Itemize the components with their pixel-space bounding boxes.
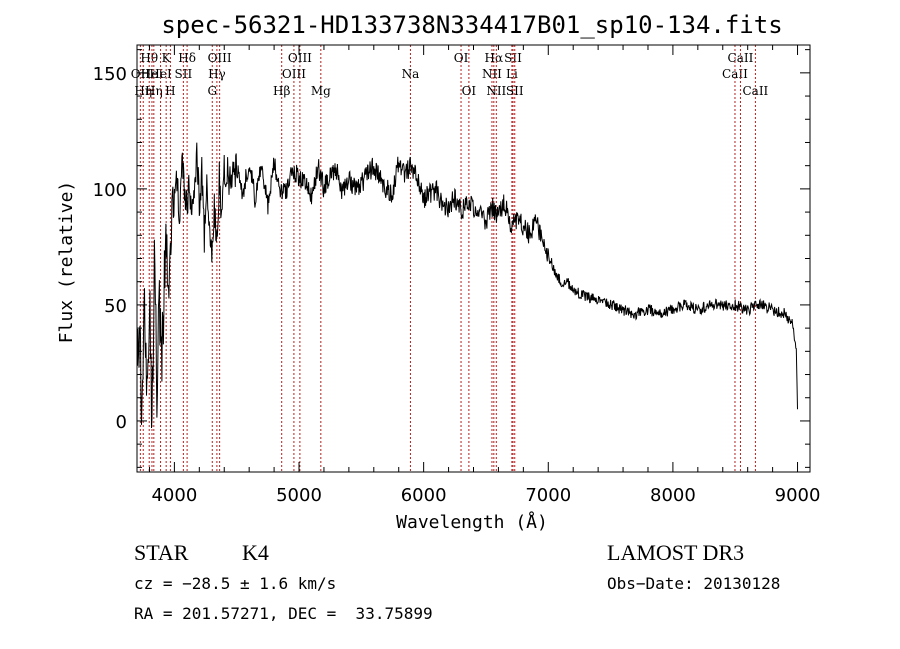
flux-line [136, 142, 798, 429]
spectral-line-label: HeI [141, 67, 164, 81]
x-tick-label: 5000 [276, 485, 322, 506]
spectral-line-label: Hη [134, 84, 152, 98]
y-tick-label: 100 [93, 180, 127, 201]
y-tick-label: 0 [116, 412, 127, 433]
spectral-line-label: SII [506, 84, 524, 98]
axis-ticks: 4000 5000 6000 7000 8000 9000 0 50 100 150 [93, 45, 821, 506]
spectral-line-label: Hθ [140, 51, 158, 65]
spectral-line-label: OI [462, 84, 477, 98]
spectral-line-label: SII [504, 51, 522, 65]
spectral-line-label: CaII [742, 84, 768, 98]
spectral-line-label: Hα [485, 51, 504, 65]
x-tick-label: 6000 [401, 485, 447, 506]
spectral-line-label: Na [402, 67, 420, 81]
spectral-line-label: NII [482, 67, 502, 81]
spectral-line-label: OII [131, 67, 151, 81]
spectral-line-label: K [162, 51, 172, 65]
flux-series [136, 142, 798, 429]
plot-frame [136, 44, 811, 473]
y-axis-label: Flux (relative) [56, 181, 77, 344]
x-tick-label: 8000 [650, 485, 696, 506]
spectral-line-label: Hβ [273, 84, 290, 98]
y-tick-label: 150 [93, 64, 127, 85]
spectral-line-label: OI [454, 51, 469, 65]
spectral-line-label: OIII [208, 51, 232, 65]
x-axis-label: Wavelength (Å) [396, 511, 548, 533]
x-tick-label: 4000 [151, 485, 197, 506]
spectral-line-label: SII [175, 67, 193, 81]
spectral-line-label: CaII [722, 67, 748, 81]
spectral-line-label: CaII [728, 51, 754, 65]
object-class: STAR [134, 540, 189, 565]
survey-name: LAMOST DR3 [607, 540, 745, 565]
spectral-line-label: G [207, 84, 217, 98]
x-tick-label: 9000 [775, 485, 821, 506]
spectral-line-label: Hη [145, 84, 163, 98]
spectral-line-label: Hδ [178, 51, 196, 65]
spectral-line-label: OIII [282, 67, 306, 81]
spectral-line-label: HeI [149, 67, 172, 81]
chart-title: spec-56321-HD133738N334417B01_sp10-134.f… [161, 11, 782, 39]
spectral-line-label: Hγ [208, 67, 226, 81]
spectral-line-label: Li [506, 67, 518, 81]
spectral-line-label: H [165, 84, 175, 98]
x-tick-label: 7000 [525, 485, 571, 506]
spectral-line-label: NII [486, 84, 506, 98]
redshift-cz: cz = −28.5 ± 1.6 km/s [134, 574, 337, 593]
spectral-line-markers: OIIHηHθHeIHηHeIKHSIIHδGHγOIIIHβOIIIOIIIM… [131, 45, 769, 472]
coordinates: RA = 201.57271, DEC = 33.75899 [134, 604, 433, 623]
spectral-line-label: Mg [311, 84, 331, 98]
obs-date: Obs−Date: 20130128 [607, 574, 781, 593]
spectral-line-label: OIII [288, 51, 312, 65]
object-subclass: K4 [242, 540, 269, 565]
y-tick-label: 50 [104, 296, 127, 317]
